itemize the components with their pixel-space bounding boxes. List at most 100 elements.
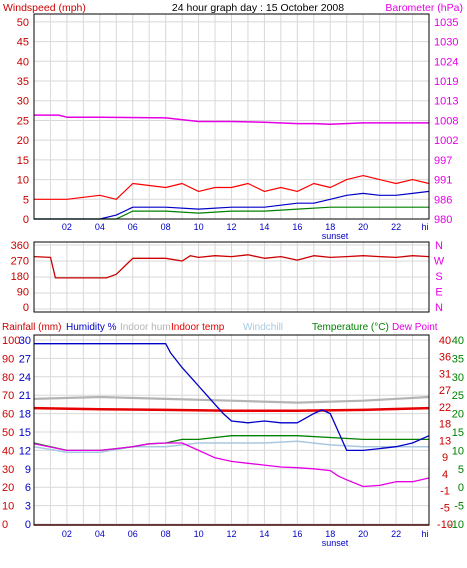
x-tick-top-04: 04 [95, 222, 105, 232]
barometer-tick-1035: 1035 [434, 17, 458, 29]
temp-tick-b-0: 0 [458, 482, 464, 494]
rain-tick-10: 10 [2, 501, 14, 513]
barometer-tick-1002: 1002 [434, 135, 458, 147]
legend-indoor-temp: Indoor temp [171, 322, 225, 333]
rain-tick-90: 90 [2, 353, 14, 365]
windspeed-tick-30: 30 [17, 96, 29, 108]
temp-tick-a-10: 36 [439, 352, 451, 364]
x-tick-bottom-hi: hi [421, 529, 428, 539]
barometer-tick-1008: 1008 [434, 115, 458, 127]
humidity-tick-9: 9 [25, 464, 31, 476]
rain-tick-100: 100 [2, 335, 20, 347]
x-tick-bottom-14: 14 [259, 529, 269, 539]
windspeed-tick-20: 20 [17, 135, 29, 147]
x-tick-bottom-10: 10 [194, 529, 204, 539]
temp-tick-a-7: 22 [439, 402, 451, 414]
legend-humidity: Humidity % [66, 322, 117, 333]
x-tick-top-12: 12 [226, 222, 236, 232]
series-barometer [34, 114, 429, 126]
barometer-tick-991: 991 [434, 175, 452, 187]
bottom-right-ticks: -10-5-14913182227313640-10-5051015202530… [437, 335, 464, 531]
temp-tick-a-1: -5 [440, 502, 450, 514]
windspeed-tick-50: 50 [17, 17, 29, 29]
compass-tick-4: N [435, 302, 443, 314]
temp-tick-b-20: 20 [452, 409, 464, 421]
rain-tick-50: 50 [2, 427, 14, 439]
temp-tick-b-15: 15 [452, 427, 464, 439]
x-tick-top-08: 08 [161, 222, 171, 232]
compass-tick-0: N [435, 240, 443, 252]
barometer-ticks: 980 986 991 997 1002 1008 1013 1019 1024 1030 1035 [434, 17, 458, 226]
windspeed-tick-15: 15 [17, 155, 29, 167]
humidity-tick-30: 30 [19, 335, 31, 347]
temp-tick-a-2: -1 [440, 486, 450, 498]
top-chart-x-ticks: 02 04 06 08 10 12 14 16 18 20 22 hi [62, 222, 429, 232]
series-gust [34, 175, 430, 200]
barometer-tick-980: 980 [434, 214, 452, 226]
barometer-axis-label: Barometer (hPa) [385, 2, 463, 14]
windspeed-ticks: 0 5 10 15 20 25 30 35 40 45 50 [17, 17, 29, 226]
direction-chart-frame [33, 241, 430, 313]
x-tick-bottom-08: 08 [161, 529, 171, 539]
barometer-tick-986: 986 [434, 194, 452, 206]
temp-tick-b-35: 35 [452, 353, 464, 365]
rain-tick-60: 60 [2, 409, 14, 421]
humidity-tick-21: 21 [19, 390, 31, 402]
series-humidity [34, 343, 430, 452]
series-avg-wind [34, 190, 430, 220]
barometer-tick-1019: 1019 [434, 76, 458, 88]
temp-tick-b-40: 40 [452, 335, 464, 347]
series-indoor-hum [33, 395, 430, 404]
compass-tick-2: S [435, 271, 442, 283]
direction-tick-0: 0 [23, 302, 29, 314]
windspeed-tick-10: 10 [17, 175, 29, 187]
temp-tick-a-5: 13 [439, 435, 451, 447]
temp-tick-a-11: 40 [439, 335, 451, 347]
temp-tick-b-25: 25 [452, 390, 464, 402]
x-tick-top-hi: hi [421, 222, 428, 232]
temp-tick-b-10: 10 [452, 445, 464, 457]
x-tick-bottom-18: 18 [325, 529, 335, 539]
x-tick-bottom-02: 02 [62, 529, 72, 539]
series-dew-point [33, 442, 430, 488]
bottom-chart-grid [34, 335, 429, 525]
temp-tick-b--10: -10 [448, 519, 464, 531]
x-tick-top-14: 14 [259, 222, 269, 232]
rain-tick-80: 80 [2, 372, 14, 384]
humidity-tick-12: 12 [19, 445, 31, 457]
barometer-tick-1030: 1030 [434, 37, 458, 49]
bottom-chart-x-ticks: 02 04 06 08 10 12 14 16 18 20 22 hi [62, 529, 429, 539]
compass-tick-1: W [434, 256, 445, 268]
temp-tick-a-0: -10 [437, 519, 453, 531]
x-tick-top-06: 06 [128, 222, 138, 232]
legend-dew-point: Dew Point [392, 322, 438, 333]
direction-tick-360: 360 [11, 240, 29, 252]
x-tick-bottom-16: 16 [292, 529, 302, 539]
windspeed-tick-40: 40 [17, 56, 29, 68]
rain-tick-40: 40 [2, 445, 14, 457]
temp-tick-a-6: 18 [439, 419, 451, 431]
rain-tick-0: 0 [2, 519, 8, 531]
x-tick-top-16: 16 [292, 222, 302, 232]
direction-chart-lines [33, 254, 430, 279]
rain-tick-20: 20 [2, 482, 14, 494]
x-tick-top-20: 20 [358, 222, 368, 232]
legend-windchill: Windchill [243, 322, 283, 333]
sunset-annotation-bottom: sunset [322, 538, 349, 548]
x-tick-bottom-22: 22 [391, 529, 401, 539]
windspeed-tick-25: 25 [17, 115, 29, 127]
humidity-tick-0: 0 [25, 519, 31, 531]
humidity-tick-3: 3 [25, 501, 31, 513]
x-tick-top-22: 22 [391, 222, 401, 232]
legend-indoor-hum: Indoor hum [120, 322, 171, 333]
sunset-annotation-top: sunset [322, 231, 349, 241]
barometer-tick-1024: 1024 [434, 56, 458, 68]
bottom-chart-frame [33, 334, 430, 526]
barometer-tick-997: 997 [434, 155, 452, 167]
legend-rainfall: Rainfall (mm) [2, 322, 61, 333]
x-tick-bottom-12: 12 [226, 529, 236, 539]
temp-tick-b-5: 5 [458, 464, 464, 476]
x-tick-bottom-04: 04 [95, 529, 105, 539]
temp-tick-a-8: 27 [439, 385, 451, 397]
